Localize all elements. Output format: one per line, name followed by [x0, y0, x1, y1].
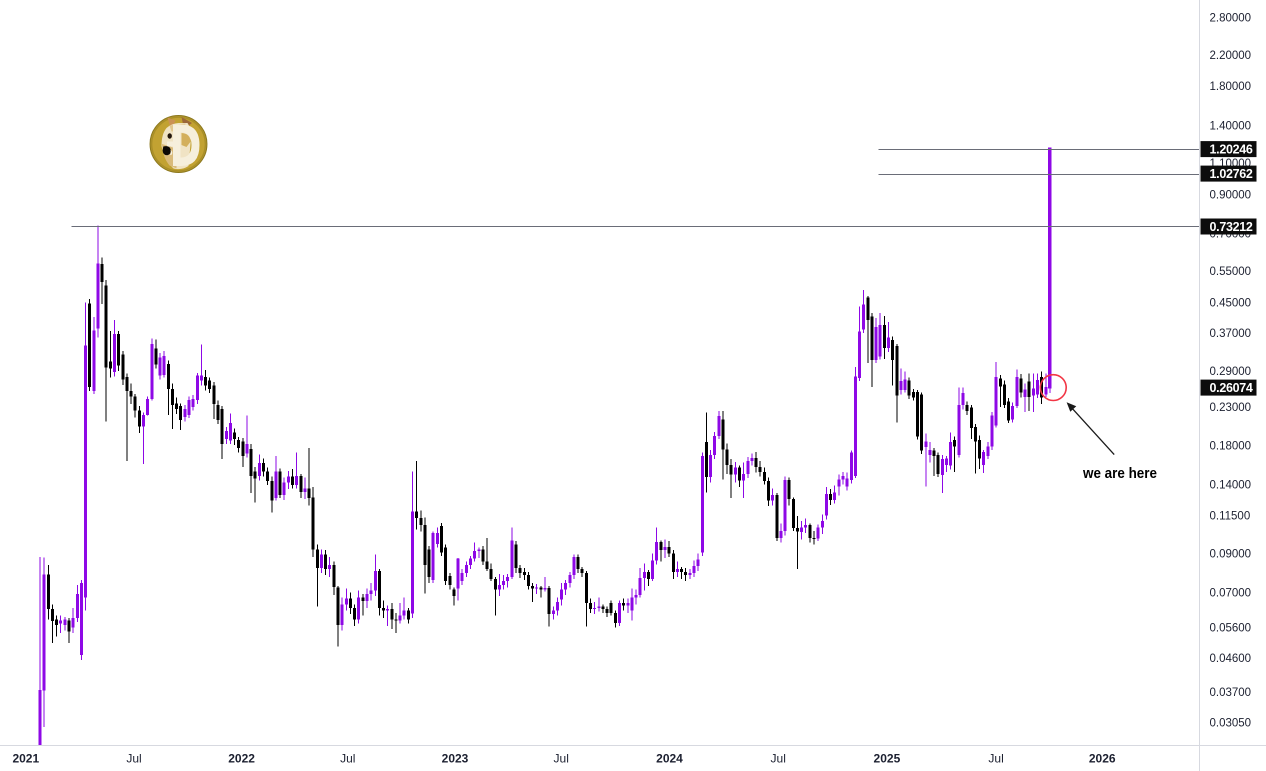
- svg-text:we are here: we are here: [1082, 465, 1157, 482]
- svg-text:Jul: Jul: [988, 752, 1003, 766]
- svg-text:0.03050: 0.03050: [1210, 717, 1252, 729]
- svg-text:1.02762: 1.02762: [1210, 167, 1253, 181]
- svg-text:2026: 2026: [1089, 752, 1116, 766]
- svg-text:2.80000: 2.80000: [1210, 12, 1252, 24]
- svg-text:0.05600: 0.05600: [1210, 623, 1252, 635]
- svg-text:1.80000: 1.80000: [1210, 81, 1252, 93]
- svg-text:0.04600: 0.04600: [1210, 653, 1252, 665]
- svg-text:0.23000: 0.23000: [1210, 402, 1252, 414]
- svg-text:0.29000: 0.29000: [1210, 366, 1252, 378]
- svg-text:Jul: Jul: [771, 752, 786, 766]
- svg-text:1.20246: 1.20246: [1210, 143, 1253, 157]
- svg-text:0.03700: 0.03700: [1210, 687, 1252, 699]
- svg-text:2022: 2022: [228, 752, 255, 766]
- svg-text:1.40000: 1.40000: [1210, 120, 1252, 132]
- svg-text:0.14000: 0.14000: [1210, 480, 1252, 492]
- svg-text:2023: 2023: [442, 752, 469, 766]
- svg-text:0.37000: 0.37000: [1210, 328, 1252, 340]
- svg-text:0.45000: 0.45000: [1210, 298, 1252, 310]
- svg-text:0.18000: 0.18000: [1210, 440, 1252, 452]
- svg-text:2021: 2021: [12, 752, 39, 766]
- svg-text:0.09000: 0.09000: [1210, 549, 1252, 561]
- svg-text:0.07000: 0.07000: [1210, 588, 1252, 600]
- svg-text:Jul: Jul: [554, 752, 569, 766]
- svg-text:2025: 2025: [874, 752, 901, 766]
- svg-text:0.11500: 0.11500: [1210, 510, 1251, 522]
- svg-text:2024: 2024: [656, 752, 683, 766]
- svg-text:0.73212: 0.73212: [1210, 220, 1253, 234]
- svg-text:0.55000: 0.55000: [1210, 266, 1252, 278]
- svg-text:Jul: Jul: [340, 752, 355, 766]
- svg-text:0.90000: 0.90000: [1210, 189, 1252, 201]
- svg-text:Jul: Jul: [126, 752, 141, 766]
- svg-text:2.20000: 2.20000: [1210, 50, 1252, 62]
- svg-text:0.26074: 0.26074: [1210, 381, 1253, 395]
